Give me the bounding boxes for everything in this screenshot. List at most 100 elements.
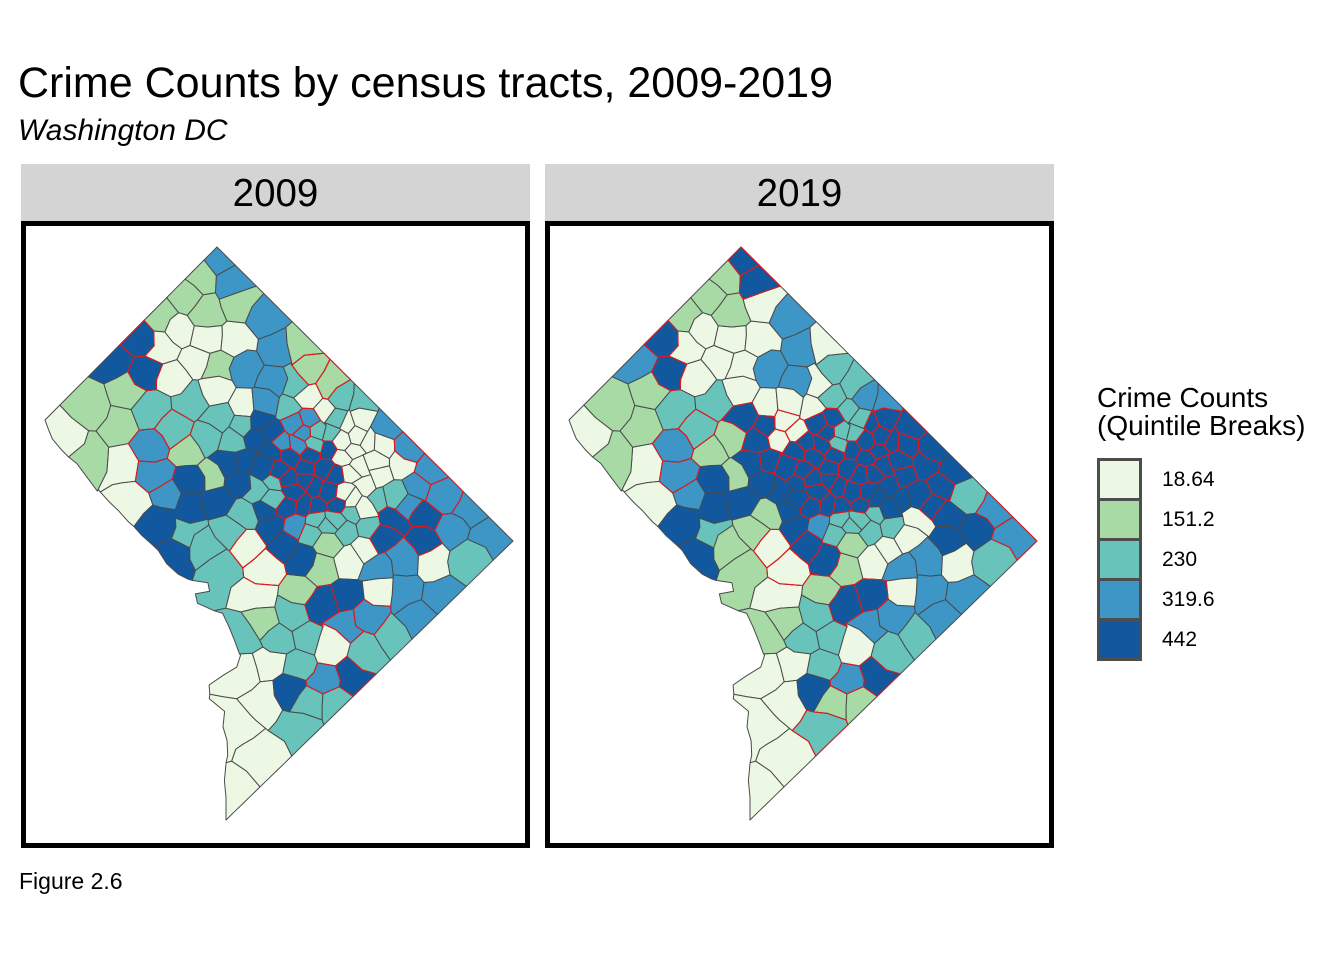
legend-title-line2: (Quintile Breaks)	[1097, 409, 1306, 441]
census-tract	[196, 402, 235, 434]
census-tract	[197, 375, 237, 407]
census-tract	[713, 524, 752, 571]
census-tract	[809, 321, 849, 366]
census-tract	[95, 404, 140, 448]
highlighted-tract-outline	[651, 428, 695, 463]
legend-label-3: 319.6	[1162, 587, 1215, 611]
census-tract	[619, 404, 664, 448]
page-subtitle: Washington DC	[18, 114, 228, 147]
census-tract	[218, 285, 265, 324]
highlighted-tract-outline	[403, 526, 443, 557]
highlighted-tract-outline	[846, 463, 869, 486]
census-tract	[251, 386, 280, 417]
census-tract	[359, 426, 376, 456]
legend-item-4: 442	[1097, 618, 1306, 661]
highlighted-tract-outline	[863, 408, 880, 435]
legend-item-0: 18.64	[1097, 458, 1306, 501]
census-tract	[747, 760, 785, 821]
highlighted-tract-outline	[784, 417, 810, 443]
census-tract	[68, 430, 110, 492]
legend-label-2: 230	[1162, 547, 1198, 571]
highlighted-tract-outline	[829, 662, 865, 695]
census-tract	[272, 673, 307, 713]
legend-label-4: 442	[1162, 627, 1198, 651]
highlighted-tract-outline	[228, 528, 268, 569]
facet-strip-2019: 2019	[545, 164, 1054, 221]
highlighted-tract-outline	[815, 424, 836, 442]
census-tract	[321, 686, 354, 726]
census-tract	[164, 312, 195, 350]
tract-map-2009	[44, 246, 514, 821]
census-tract	[357, 551, 394, 582]
census-tract	[688, 312, 719, 350]
census-tract	[274, 594, 311, 633]
figure-caption: Figure 2.6	[19, 868, 123, 894]
census-tract	[732, 693, 790, 764]
census-tract	[839, 358, 875, 400]
highlighted-tract-outline	[291, 424, 312, 442]
legend: Crime Counts (Quintile Breaks) 18.64 151.…	[1097, 384, 1306, 661]
census-tract	[223, 760, 261, 821]
highlighted-tract-outline	[308, 495, 329, 515]
census-tract	[796, 673, 831, 713]
legend-label-0: 18.64	[1162, 467, 1215, 491]
tract-map-2019	[568, 246, 1038, 821]
highlighted-tract-outline	[294, 491, 313, 518]
highlighted-tract-outline	[119, 319, 155, 358]
highlighted-tract-outline	[321, 608, 365, 644]
highlighted-tract-outline	[319, 440, 338, 461]
highlighted-tract-outline	[315, 358, 352, 400]
highlighted-tract-outline	[727, 246, 760, 277]
census-tract	[737, 607, 788, 655]
census-tract	[917, 599, 962, 640]
census-tract	[805, 362, 834, 399]
legend-label-1: 151.2	[1162, 507, 1215, 531]
highlighted-tract-outline	[802, 467, 823, 488]
legend-item-1: 151.2	[1097, 498, 1306, 541]
census-tract	[259, 622, 297, 655]
highlighted-tract-outline	[791, 709, 849, 757]
census-tract	[592, 430, 634, 492]
census-tract	[347, 382, 380, 413]
census-tract	[267, 709, 325, 757]
census-tract	[783, 622, 821, 655]
legend-items: 18.64 151.2 230 319.6 442	[1097, 458, 1306, 661]
highlighted-tract-outline	[843, 440, 862, 461]
census-tract	[393, 599, 438, 640]
highlighted-tract-outline	[305, 662, 341, 695]
highlighted-tract-outline	[828, 583, 864, 628]
highlighted-tract-outline	[789, 529, 823, 565]
census-tract	[166, 278, 204, 316]
highlighted-tract-outline	[918, 493, 948, 522]
highlighted-tract-outline	[643, 319, 679, 358]
page-title: Crime Counts by census tracts, 2009-2019	[18, 59, 834, 107]
legend-swatch-4	[1097, 618, 1142, 661]
legend-swatch-1	[1097, 498, 1142, 541]
census-tract	[721, 375, 761, 407]
census-tract	[362, 449, 390, 471]
highlighted-tract-outline	[818, 491, 837, 518]
census-tract	[208, 693, 266, 764]
highlighted-tract-outline	[990, 516, 1038, 561]
legend-swatch-2	[1097, 538, 1142, 581]
census-tract	[213, 607, 264, 655]
census-tract	[189, 524, 228, 571]
highlighted-tract-outline	[720, 401, 759, 434]
census-tract	[339, 408, 356, 434]
legend-item-2: 230	[1097, 538, 1306, 581]
facet-strip-2009: 2009	[21, 164, 530, 221]
facet-label-2009: 2009	[232, 172, 319, 215]
census-tract	[700, 345, 735, 381]
census-tract	[690, 278, 728, 316]
census-tract	[223, 470, 252, 500]
highlighted-tract-outline	[304, 583, 340, 628]
highlighted-tract-outline	[127, 428, 171, 463]
map-panel-2009	[21, 221, 530, 848]
facet-label-2019: 2019	[756, 172, 843, 215]
map-panel-2019	[545, 221, 1054, 848]
legend-swatch-0	[1097, 458, 1142, 501]
legend-item-3: 319.6	[1097, 578, 1306, 621]
highlighted-tract-outline	[832, 495, 853, 515]
census-tract	[881, 551, 918, 582]
highlighted-tract-outline	[322, 463, 345, 486]
